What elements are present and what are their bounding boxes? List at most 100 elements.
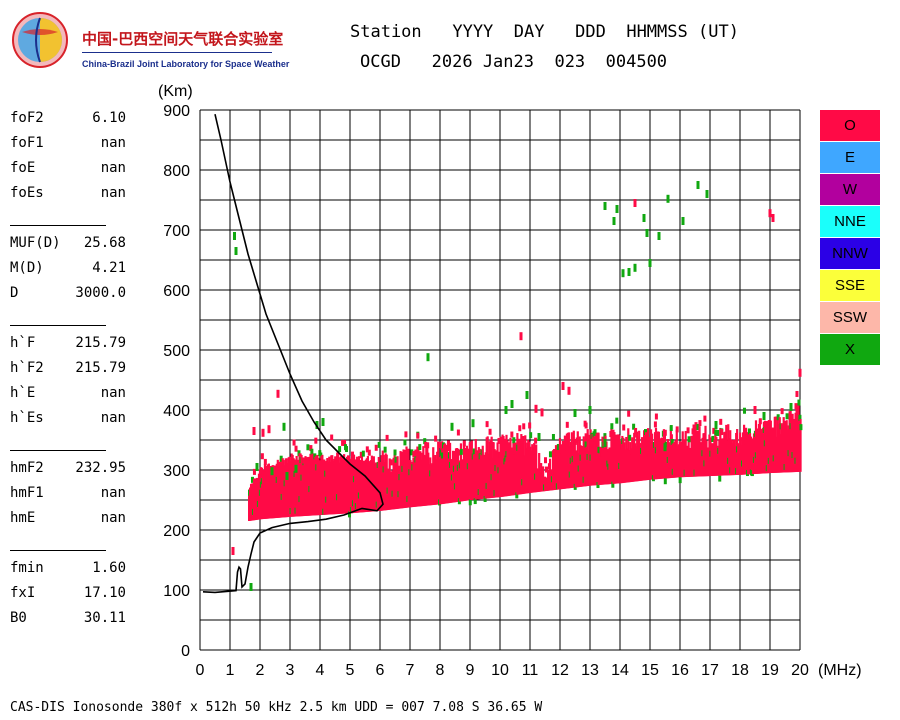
o-mode-speckle <box>462 440 466 447</box>
x-mode-speckle <box>611 481 615 488</box>
parameter-value: 17.10 <box>83 585 126 601</box>
x-tick-label: 17 <box>701 662 719 679</box>
o-mode-point <box>798 368 802 377</box>
x-tick-label: 19 <box>761 662 779 679</box>
globe-logo-icon <box>12 12 68 68</box>
o-mode-speckle <box>488 428 492 435</box>
x-mode-speckle <box>696 424 700 431</box>
y-tick-label: 100 <box>163 583 190 600</box>
x-mode-speckle <box>593 429 597 436</box>
x-mode-point <box>282 422 286 431</box>
parameter-name: h`F2 <box>10 360 44 376</box>
x-mode-speckle <box>345 446 349 453</box>
x-mode-speckle <box>441 452 445 459</box>
x-mode-speckle <box>459 448 463 455</box>
parameter-name: foF2 <box>10 110 44 126</box>
o-mode-speckle <box>252 468 256 475</box>
o-mode-speckle <box>698 420 702 427</box>
x-mode-speckle <box>556 444 560 451</box>
x-mode-speckle <box>512 437 516 444</box>
parameter-value: 25.68 <box>83 235 126 251</box>
x-mode-speckle <box>718 475 722 482</box>
o-mode-speckle <box>365 446 369 453</box>
o-mode-speckle <box>389 459 393 466</box>
x-mode-point <box>645 229 649 237</box>
y-tick-label: 700 <box>163 223 190 240</box>
legend-item-sse: SSE <box>820 270 880 301</box>
x-mode-point <box>705 190 709 198</box>
o-mode-speckle <box>653 421 657 428</box>
x-tick-label: 11 <box>522 662 539 679</box>
o-mode-speckle <box>424 441 428 448</box>
o-mode-point <box>231 547 235 555</box>
o-mode-speckle <box>438 442 442 449</box>
o-mode-point <box>276 389 280 398</box>
x-tick-label: 14 <box>611 662 629 679</box>
o-mode-speckle <box>434 435 438 442</box>
x-mode-speckle <box>799 424 803 431</box>
x-mode-speckle <box>711 435 715 442</box>
x-mode-speckle <box>743 407 746 414</box>
o-mode-speckle <box>584 422 588 429</box>
x-tick-label: 9 <box>466 662 475 679</box>
o-mode-point <box>633 199 637 207</box>
y-axis-label: (Km) <box>158 83 193 100</box>
parameter-value: 4.21 <box>92 260 126 276</box>
x-mode-speckle <box>279 455 283 462</box>
x-mode-point <box>657 232 661 240</box>
x-mode-point <box>255 463 259 471</box>
header-columns: Station YYYY DAY DDD HHMMSS (UT) <box>350 22 739 42</box>
logo-underline <box>82 52 272 53</box>
x-mode-point <box>666 194 670 203</box>
parameter-value: 215.79 <box>75 335 126 351</box>
o-mode-speckle <box>758 418 762 425</box>
parameter-name: MUF(D) <box>10 235 61 251</box>
x-mode-speckle <box>716 429 720 436</box>
o-mode-speckle <box>635 431 639 438</box>
parameter-value: nan <box>100 485 126 501</box>
parameter-value: 215.79 <box>75 360 126 376</box>
x-mode-speckle <box>610 423 614 430</box>
o-mode-point <box>252 427 256 435</box>
o-mode-speckle <box>703 415 707 422</box>
x-mode-speckle <box>468 499 472 506</box>
x-mode-speckle <box>785 413 789 420</box>
o-mode-point <box>519 332 523 341</box>
x-tick-label: 20 <box>791 662 809 679</box>
o-mode-speckle <box>528 422 532 429</box>
o-mode-speckle <box>456 429 460 436</box>
x-mode-point <box>714 421 718 429</box>
x-tick-label: 15 <box>641 662 659 679</box>
o-mode-trace-column <box>542 466 545 492</box>
parameter-value: 3000.0 <box>75 285 126 301</box>
x-mode-speckle <box>628 434 632 441</box>
x-mode-speckle <box>747 428 751 435</box>
o-mode-speckle <box>663 429 667 436</box>
o-mode-speckle <box>654 413 658 420</box>
x-tick-label: 2 <box>256 662 265 679</box>
o-mode-speckle <box>686 427 690 434</box>
x-mode-speckle <box>347 511 351 518</box>
o-mode-speckle <box>545 466 548 473</box>
x-mode-point <box>234 247 238 255</box>
x-mode-point <box>603 439 607 447</box>
x-mode-speckle <box>418 444 422 451</box>
y-tick-label: 600 <box>163 283 190 300</box>
x-mode-speckle <box>663 478 667 485</box>
x-mode-point <box>450 422 454 431</box>
x-mode-speckle <box>483 495 487 502</box>
legend-item-nne: NNE <box>820 206 880 237</box>
legend-item-nnw: NNW <box>820 238 880 269</box>
y-tick-label: 900 <box>163 103 190 120</box>
parameter-value: 6.10 <box>92 110 126 126</box>
logo-english-name: China-Brazil Joint Laboratory for Space … <box>82 59 290 69</box>
legend-item-w: W <box>820 174 880 205</box>
parameter-value: 232.95 <box>75 460 126 476</box>
x-mode-speckle <box>797 399 801 406</box>
legend-item-o: O <box>820 110 880 141</box>
o-mode-speckle <box>510 431 514 438</box>
o-mode-speckle <box>412 451 416 458</box>
x-mode-speckle <box>776 414 780 421</box>
x-mode-point <box>789 403 793 411</box>
parameter-name: hmF1 <box>10 485 44 501</box>
